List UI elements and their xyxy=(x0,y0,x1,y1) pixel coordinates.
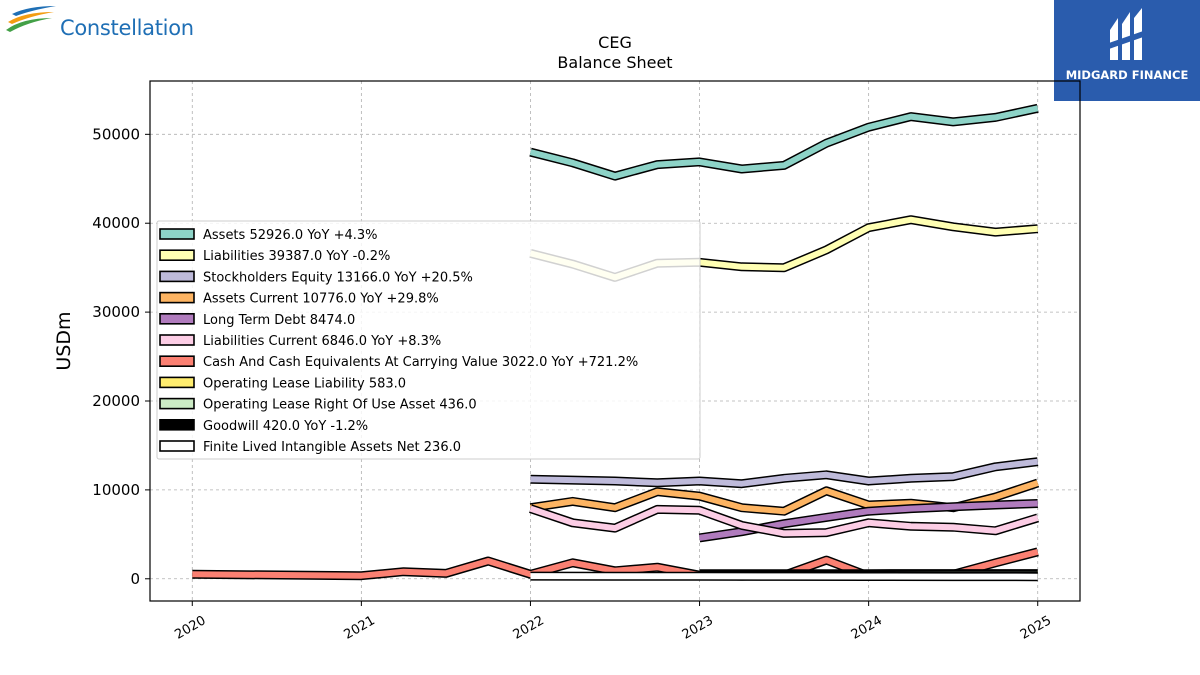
midgard-monogram-icon xyxy=(1106,8,1146,60)
x-tick-label: 2020 xyxy=(172,613,208,643)
legend-entry: Assets Current 10776.0 YoY +29.8% xyxy=(203,292,439,307)
legend-entry: Operating Lease Liability 583.0 xyxy=(203,376,406,391)
constellation-logo-text: Constellation xyxy=(60,16,194,40)
chart-subtitle: Balance Sheet xyxy=(557,53,672,72)
legend-swatch xyxy=(159,355,195,368)
legend-entry: Liabilities Current 6846.0 YoY +8.3% xyxy=(203,334,441,349)
series-line-0 xyxy=(529,105,1039,180)
y-tick-label: 10000 xyxy=(92,481,140,499)
x-tick-label: 2023 xyxy=(680,613,716,643)
legend-swatch xyxy=(159,270,195,283)
legend-entry: Long Term Debt 8474.0 xyxy=(203,313,355,328)
legend-entry: Stockholders Equity 13166.0 YoY +20.5% xyxy=(203,270,473,285)
legend-entry: Finite Lived Intangible Assets Net 236.0 xyxy=(203,440,461,455)
series-line-5 xyxy=(529,505,1039,537)
legend: Assets 52926.0 YoY +4.3% Liabilities 3938… xyxy=(156,220,701,460)
y-tick-label: 0 xyxy=(130,570,140,588)
y-tick-label: 50000 xyxy=(92,125,140,143)
legend-entry: Assets 52926.0 YoY +4.3% xyxy=(203,228,378,243)
x-tick-label: 2024 xyxy=(849,613,885,643)
legend-swatch xyxy=(159,418,195,431)
constellation-swoosh-icon xyxy=(6,6,56,32)
series-line-2 xyxy=(530,458,1039,487)
legend-entry: Liabilities 39387.0 YoY -0.2% xyxy=(203,249,390,264)
legend-entry: Goodwill 420.0 YoY -1.2% xyxy=(203,419,368,434)
legend-entry: Operating Lease Right Of Use Asset 436.0 xyxy=(203,398,477,413)
x-tick-label: 2022 xyxy=(511,613,547,643)
x-tick-label: 2025 xyxy=(1018,613,1054,643)
y-tick-label: 20000 xyxy=(92,392,140,410)
legend-swatch xyxy=(159,312,195,325)
legend-swatch xyxy=(159,228,195,240)
legend-box xyxy=(156,220,701,460)
legend-swatch xyxy=(159,291,195,304)
legend-entry: Cash And Cash Equivalents At Carrying Va… xyxy=(203,355,638,370)
series-layer xyxy=(192,103,1040,582)
y-tick-label: 40000 xyxy=(92,214,140,232)
y-axis-label: USDm xyxy=(53,311,75,370)
x-tick-label: 2021 xyxy=(342,613,378,643)
constellation-logo: Constellation xyxy=(4,4,214,46)
plot-frame xyxy=(149,80,1081,602)
legend-swatch xyxy=(159,334,195,346)
chart-title: CEG xyxy=(598,33,632,52)
legend-swatch xyxy=(159,440,195,452)
legend-swatch xyxy=(159,376,195,389)
midgard-finance-logo: MIDGARD FINANCE xyxy=(1054,0,1200,101)
series-line-10 xyxy=(530,573,1038,580)
legend-swatch xyxy=(159,397,195,410)
legend-swatch xyxy=(159,249,195,261)
midgard-finance-text: MIDGARD FINANCE xyxy=(1065,68,1189,82)
y-tick-label: 30000 xyxy=(92,303,140,321)
